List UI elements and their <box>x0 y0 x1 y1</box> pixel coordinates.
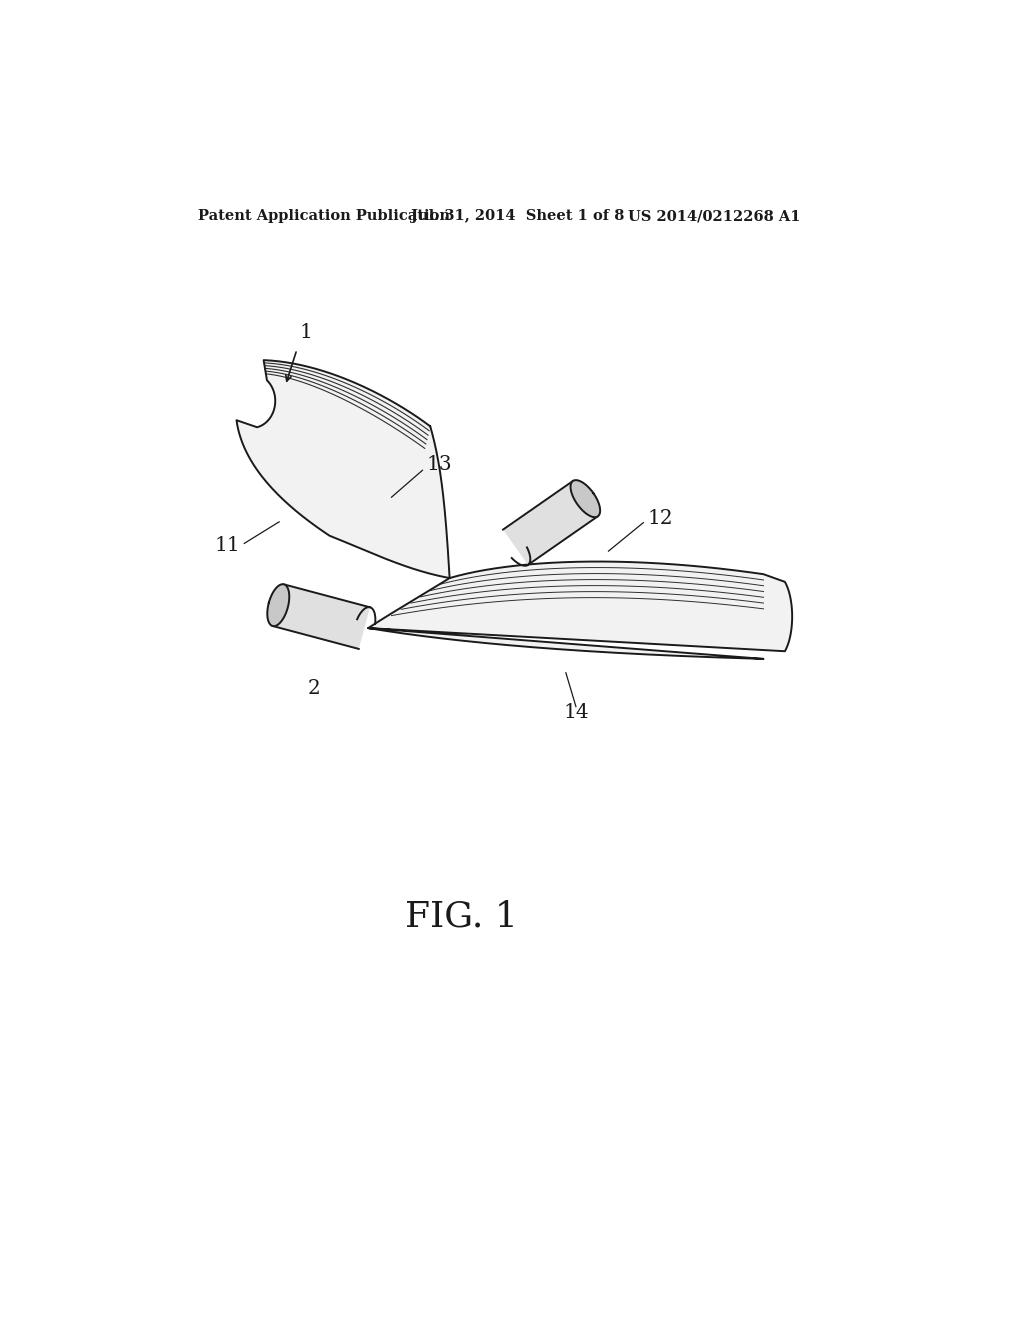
Text: 13: 13 <box>426 454 452 474</box>
Text: Patent Application Publication: Patent Application Publication <box>198 209 450 223</box>
Polygon shape <box>267 585 289 626</box>
Text: 12: 12 <box>647 510 673 528</box>
Text: 14: 14 <box>563 704 589 722</box>
Text: 2: 2 <box>307 678 321 698</box>
Text: 1: 1 <box>300 322 312 342</box>
Text: 11: 11 <box>215 536 241 556</box>
Polygon shape <box>369 561 793 659</box>
Text: FIG. 1: FIG. 1 <box>404 900 518 933</box>
Polygon shape <box>503 480 598 565</box>
Polygon shape <box>272 585 370 649</box>
Polygon shape <box>570 480 600 517</box>
Polygon shape <box>237 360 450 578</box>
Text: Jul. 31, 2014  Sheet 1 of 8: Jul. 31, 2014 Sheet 1 of 8 <box>411 209 625 223</box>
Text: US 2014/0212268 A1: US 2014/0212268 A1 <box>628 209 801 223</box>
